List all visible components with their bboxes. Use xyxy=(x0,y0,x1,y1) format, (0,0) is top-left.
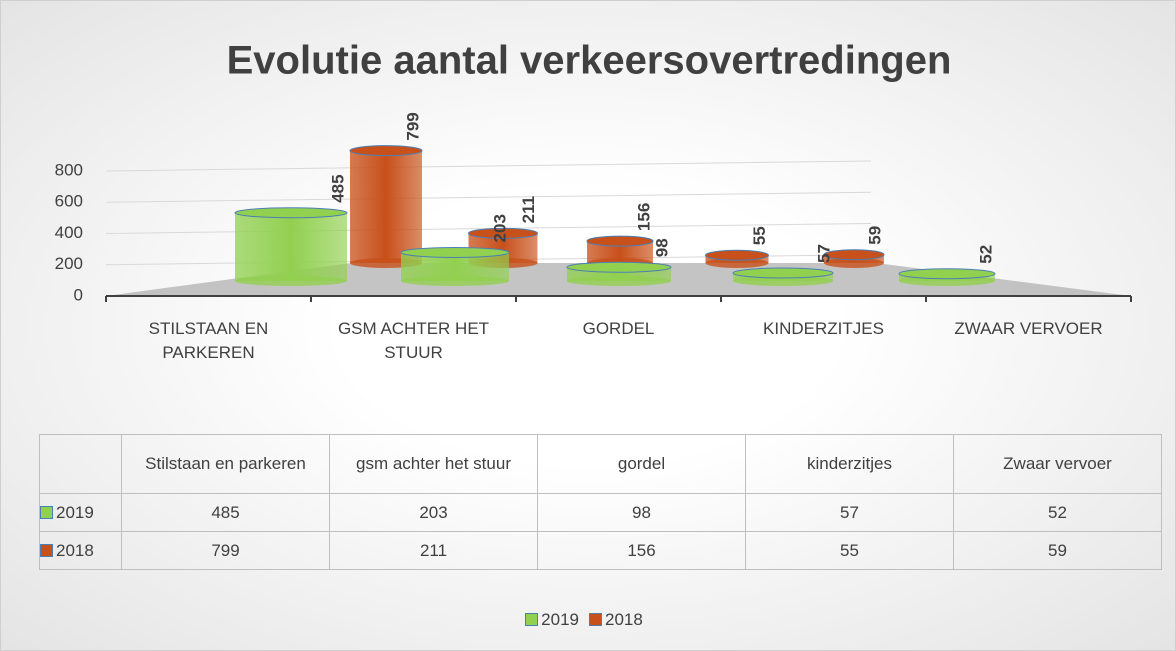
table-header-cell: gordel xyxy=(537,434,746,494)
chart-title: Evolutie aantal verkeersovertredingen xyxy=(227,39,952,83)
bar-body xyxy=(350,150,422,263)
bar xyxy=(349,145,423,268)
x-tick-label: STILSTAAN EN PARKEREN xyxy=(148,319,269,362)
table-corner xyxy=(39,434,122,494)
bar xyxy=(732,267,834,286)
legend-label: 2018 xyxy=(605,610,643,629)
bar-body xyxy=(587,241,653,263)
table-header: Stilstaan en parkeren gsm achter het stuu… xyxy=(39,434,1162,494)
table-row-header: 2018 xyxy=(39,531,122,570)
table-cell: 203 xyxy=(329,493,538,532)
bar-top xyxy=(732,267,834,279)
table-cell: 799 xyxy=(121,531,330,570)
table-cell: 485 xyxy=(121,493,330,532)
x-tick-label: KINDERZITJES xyxy=(763,319,884,338)
y-tick-label: 600 xyxy=(55,192,83,211)
legend-swatch xyxy=(40,505,53,519)
bar-bottom xyxy=(401,276,509,286)
table-cell: 55 xyxy=(745,531,954,570)
table-header-cell: Stilstaan en parkeren xyxy=(121,434,330,494)
x-tick-label: ZWAAR VERVOER xyxy=(954,319,1103,338)
bar xyxy=(400,246,510,286)
y-tick-label: 800 xyxy=(55,160,83,179)
legend-swatch xyxy=(589,613,602,626)
data-label: 211 xyxy=(519,196,538,223)
bar-bottom xyxy=(824,258,884,268)
bar xyxy=(566,261,672,286)
legend-label: 2019 xyxy=(541,610,579,629)
legend-swatch xyxy=(525,613,539,626)
data-label: 799 xyxy=(403,112,422,140)
bar-top xyxy=(234,207,348,219)
data-table: Stilstaan en parkeren gsm achter het stuu… xyxy=(39,434,1162,570)
table-cell: 98 xyxy=(537,493,746,532)
bar-top xyxy=(586,235,654,247)
bar-top xyxy=(349,145,423,157)
table-row: 2019 485 203 98 57 52 xyxy=(39,493,1162,532)
legend-swatch xyxy=(40,543,53,557)
bar-top xyxy=(468,227,538,239)
y-tick-label: 200 xyxy=(55,254,83,273)
table-cell: 59 xyxy=(953,531,1162,570)
data-label: 52 xyxy=(976,245,995,264)
table-cell: 211 xyxy=(329,531,538,570)
data-label: 59 xyxy=(865,226,884,245)
table-header-cell: kinderzitjes xyxy=(745,434,954,494)
grid-line xyxy=(105,191,872,203)
y-tick-label: 0 xyxy=(74,285,83,304)
table-cell: 57 xyxy=(745,493,954,532)
bar-bottom xyxy=(235,276,347,286)
series-name: 2019 xyxy=(56,502,94,522)
data-label: 57 xyxy=(814,244,833,263)
table-cell: 156 xyxy=(537,531,746,570)
y-tick-label: 400 xyxy=(55,223,83,242)
legend: 2019 2018 xyxy=(1,610,1175,630)
x-tick-label: GSM ACHTER HET STUUR xyxy=(337,319,490,362)
table-header-cell: Zwaar vervoer xyxy=(953,434,1162,494)
bar xyxy=(234,207,348,286)
series-name: 2018 xyxy=(56,540,94,560)
table-row-header: 2019 xyxy=(39,493,122,532)
bar xyxy=(823,249,885,268)
bar-top xyxy=(898,268,996,280)
x-tick-label: GORDEL xyxy=(582,319,655,338)
table-cell: 52 xyxy=(953,493,1162,532)
table-row: 2018 799 211 156 55 59 xyxy=(39,531,1162,570)
bar-top xyxy=(705,249,769,261)
data-label: 55 xyxy=(750,226,769,245)
bar-bottom xyxy=(705,258,769,268)
table-header-cell: gsm achter het stuur xyxy=(329,434,538,494)
bar-body xyxy=(235,212,347,281)
bar-top xyxy=(400,246,510,258)
bar-bottom xyxy=(733,276,833,286)
data-label: 98 xyxy=(652,238,671,257)
data-label: 203 xyxy=(490,214,509,242)
bar-top xyxy=(823,249,885,261)
bar-top xyxy=(566,261,672,273)
bar-bottom xyxy=(567,276,671,286)
data-label: 156 xyxy=(634,203,653,231)
grid-line xyxy=(105,160,872,172)
bar xyxy=(705,249,769,268)
bar xyxy=(898,268,996,286)
data-label: 485 xyxy=(328,174,347,202)
